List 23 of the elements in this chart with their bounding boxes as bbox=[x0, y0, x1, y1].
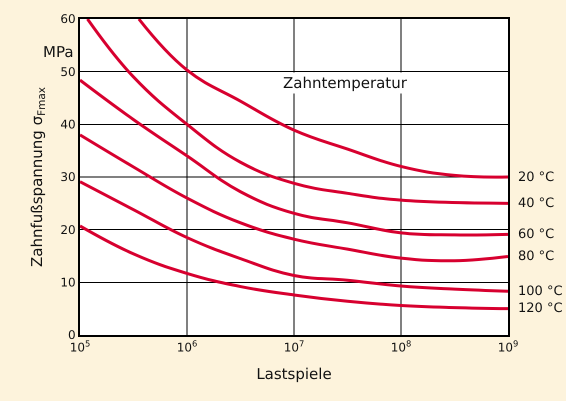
series-label: 120 °C bbox=[518, 301, 563, 316]
line-series bbox=[80, 224, 508, 310]
line-series bbox=[80, 78, 508, 237]
y-tick-label: 40 bbox=[60, 118, 76, 132]
x-tick-label: 10$^{6}$ bbox=[176, 338, 198, 354]
x-tick-label: 10$^{8}$ bbox=[390, 338, 412, 354]
text: MPa bbox=[43, 43, 74, 61]
y-tick-label: 20 bbox=[60, 222, 76, 237]
series-label: 80 °C bbox=[518, 249, 554, 264]
series-label: 20 °C bbox=[518, 170, 554, 185]
series-label: 100 °C bbox=[518, 284, 563, 299]
y-tick-label: 30 bbox=[60, 170, 76, 184]
annotation: Zahntemperatur bbox=[283, 74, 408, 92]
y-tick-label: 50 bbox=[60, 64, 76, 79]
series-label: 60 °C bbox=[518, 227, 554, 242]
series-label: 40 °C bbox=[518, 196, 554, 211]
x-tick-label: 10$^{7}$ bbox=[284, 338, 304, 354]
x-tick-label: 10$^{9}$ bbox=[498, 338, 518, 354]
y-tick-label: 10 bbox=[60, 276, 76, 290]
x-axis-title: Lastspiele bbox=[256, 364, 332, 383]
y-tick-label: 60 bbox=[60, 12, 76, 26]
line-series bbox=[80, 133, 508, 262]
line-series bbox=[80, 180, 508, 293]
